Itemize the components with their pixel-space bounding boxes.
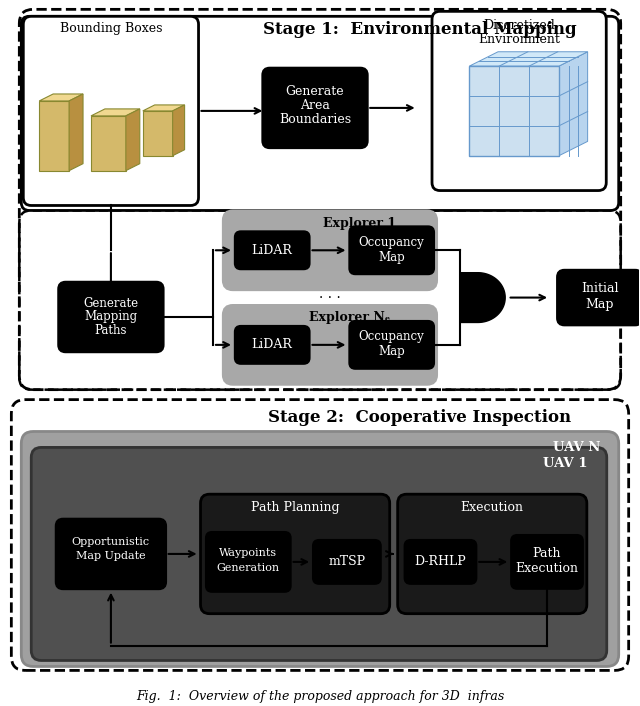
Bar xyxy=(469,66,559,156)
Text: Occupancy: Occupancy xyxy=(359,330,424,343)
FancyBboxPatch shape xyxy=(349,227,434,274)
Text: Map: Map xyxy=(586,298,614,311)
FancyBboxPatch shape xyxy=(235,232,310,269)
FancyBboxPatch shape xyxy=(432,11,606,191)
Text: Map: Map xyxy=(378,251,405,264)
FancyBboxPatch shape xyxy=(263,68,367,148)
Text: mTSP: mTSP xyxy=(328,556,365,568)
FancyBboxPatch shape xyxy=(23,16,198,205)
Bar xyxy=(469,66,559,156)
Polygon shape xyxy=(39,101,69,171)
FancyBboxPatch shape xyxy=(56,519,166,589)
Text: Path: Path xyxy=(532,547,561,561)
Text: Explorer Nₑ: Explorer Nₑ xyxy=(309,311,390,325)
Text: Discretized: Discretized xyxy=(483,19,555,32)
Text: Boundaries: Boundaries xyxy=(279,114,351,126)
FancyBboxPatch shape xyxy=(200,494,390,614)
FancyBboxPatch shape xyxy=(21,431,619,666)
FancyBboxPatch shape xyxy=(31,448,607,661)
Text: UAV N: UAV N xyxy=(553,441,600,454)
Text: Stage 1:  Environmental Mapping: Stage 1: Environmental Mapping xyxy=(263,20,577,37)
Text: Waypoints: Waypoints xyxy=(220,548,277,558)
Text: Environment: Environment xyxy=(478,32,560,46)
Text: Area: Area xyxy=(300,100,330,112)
Polygon shape xyxy=(91,116,126,171)
Text: LiDAR: LiDAR xyxy=(252,244,292,257)
FancyBboxPatch shape xyxy=(404,540,476,584)
Text: Initial: Initial xyxy=(581,282,618,295)
Polygon shape xyxy=(460,273,505,323)
Text: Generate: Generate xyxy=(285,85,344,99)
Text: Map Update: Map Update xyxy=(76,551,146,561)
Text: Stage 2:  Cooperative Inspection: Stage 2: Cooperative Inspection xyxy=(268,409,571,426)
FancyBboxPatch shape xyxy=(397,494,587,614)
Polygon shape xyxy=(143,105,184,111)
FancyBboxPatch shape xyxy=(223,210,437,290)
Text: Execution: Execution xyxy=(461,501,524,514)
Text: Paths: Paths xyxy=(95,325,127,337)
Polygon shape xyxy=(69,94,83,171)
Polygon shape xyxy=(143,111,173,156)
Text: LiDAR: LiDAR xyxy=(252,338,292,352)
Text: · · ·: · · · xyxy=(319,291,341,304)
Text: UAV 1: UAV 1 xyxy=(543,457,587,469)
Polygon shape xyxy=(469,52,588,66)
Text: Occupancy: Occupancy xyxy=(359,236,424,249)
Text: Opportunistic: Opportunistic xyxy=(72,537,150,547)
Polygon shape xyxy=(39,94,83,101)
Polygon shape xyxy=(173,105,184,156)
FancyBboxPatch shape xyxy=(557,270,640,325)
Text: Explorer 1: Explorer 1 xyxy=(323,217,396,230)
FancyBboxPatch shape xyxy=(59,282,163,352)
FancyBboxPatch shape xyxy=(21,16,619,210)
Polygon shape xyxy=(126,109,140,171)
Text: Map: Map xyxy=(378,345,405,359)
Text: Generation: Generation xyxy=(217,563,280,573)
Text: Execution: Execution xyxy=(515,563,579,575)
FancyBboxPatch shape xyxy=(313,540,381,584)
FancyBboxPatch shape xyxy=(206,532,291,592)
Text: Mapping: Mapping xyxy=(84,311,138,323)
Text: D-RHLP: D-RHLP xyxy=(415,556,467,568)
Polygon shape xyxy=(559,52,588,156)
Text: Bounding Boxes: Bounding Boxes xyxy=(60,22,162,35)
FancyBboxPatch shape xyxy=(511,535,583,589)
FancyBboxPatch shape xyxy=(223,305,437,385)
Text: Path Planning: Path Planning xyxy=(251,501,339,514)
Polygon shape xyxy=(91,109,140,116)
Text: Fig.  1:  Overview of the proposed approach for 3D  infras: Fig. 1: Overview of the proposed approac… xyxy=(136,690,504,702)
FancyBboxPatch shape xyxy=(235,326,310,364)
FancyBboxPatch shape xyxy=(349,321,434,369)
Text: Generate: Generate xyxy=(83,297,138,309)
